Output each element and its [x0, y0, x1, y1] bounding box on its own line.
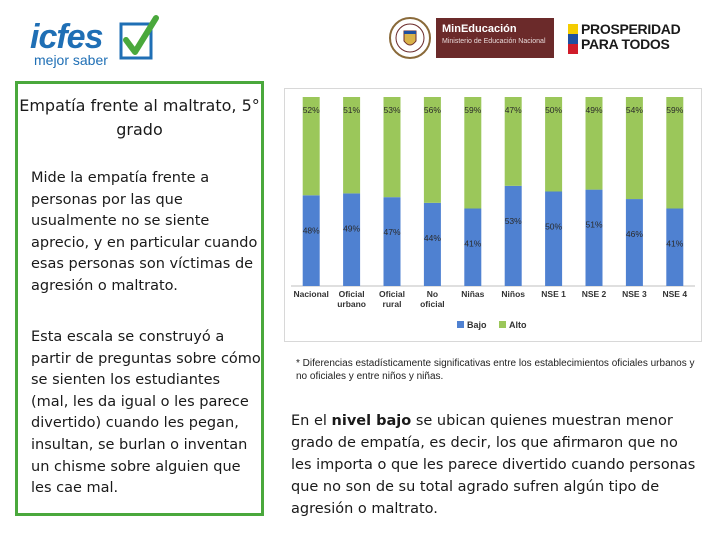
data-label: 56%: [424, 105, 441, 115]
category-tick-label: Niñas: [461, 289, 484, 299]
data-label: 41%: [464, 239, 481, 249]
data-label: 46%: [626, 229, 643, 239]
data-label: 51%: [585, 220, 602, 230]
significance-note: * Diferencias estadísticamente significa…: [296, 358, 695, 382]
bar-bajo: [302, 195, 320, 286]
panel-paragraph-definition: Mide la empatía frente a personas por la…: [31, 170, 258, 294]
bar-bajo: [383, 197, 401, 286]
coat-of-arms-icon: [389, 17, 431, 59]
checkmark-icon: [119, 15, 159, 60]
bar-bajo: [545, 191, 563, 286]
category-tick-label: NSE 3: [622, 289, 647, 299]
bar-alto: [585, 97, 603, 190]
interpretation-suffix: se ubican quienes muestran menor grado d…: [291, 413, 696, 517]
prosperidad-line2: PARA TODOS: [581, 36, 670, 52]
icfes-tagline: mejor saber: [34, 52, 108, 68]
category-tick-label: NSE 1: [541, 289, 566, 299]
ministry-title: MinEducación: [442, 23, 517, 35]
data-label: 52%: [303, 105, 320, 115]
icfes-logo: icfes mejor saber: [30, 15, 160, 68]
interpretation-text: En el nivel bajo se ubican quienes muest…: [291, 410, 701, 520]
data-label: 44%: [424, 233, 441, 243]
stacked-bar-chart: 48% 52% Nacional 49% 51% Oficial urbano 47% 53% O…: [284, 88, 702, 342]
icfes-wordmark: icfes: [30, 18, 103, 56]
legend-swatch-alto: [499, 321, 506, 328]
bar-bajo: [464, 208, 482, 286]
bar-alto: [302, 97, 320, 196]
legend-swatch-bajo: [457, 321, 464, 328]
bar-alto: [625, 97, 643, 200]
data-label: 47%: [505, 105, 522, 115]
bar-bajo: [423, 202, 441, 286]
data-label: 59%: [464, 105, 481, 115]
bar-alto: [423, 97, 441, 203]
bar-bajo: [625, 199, 643, 286]
category-tick-label: Oficial urbano: [337, 289, 366, 309]
category-tick-label: Niños: [501, 289, 525, 299]
data-label: 48%: [303, 225, 320, 235]
bar-alto: [545, 97, 563, 192]
description-panel: Empatía frente al maltrato, 5° grado Mid…: [15, 81, 264, 516]
prosperidad-line1: PROSPERIDAD: [581, 21, 681, 37]
data-label: 49%: [585, 105, 602, 115]
data-label: 41%: [666, 239, 683, 249]
data-label: 50%: [545, 222, 562, 232]
legend-label-bajo: Bajo: [467, 320, 487, 330]
data-label: 59%: [666, 105, 683, 115]
data-label: 53%: [383, 105, 400, 115]
data-label: 53%: [505, 216, 522, 226]
ministry-subtitle: Ministerio de Educación Nacional: [442, 38, 546, 45]
panel-paragraph-construction: Esta escala se construyó a partir de pre…: [31, 329, 261, 497]
prosperidad-logo: PROSPERIDAD PARA TODOS: [568, 22, 692, 56]
legend-label-alto: Alto: [509, 320, 527, 330]
panel-title: Empatía frente al maltrato, 5° grado: [19, 96, 260, 139]
category-tick-label: Nacional: [293, 289, 328, 299]
category-tick-label: Oficial rural: [379, 289, 405, 309]
data-label: 49%: [343, 223, 360, 233]
bar-alto: [383, 97, 401, 198]
data-label: 54%: [626, 105, 643, 115]
interpretation-prefix: En el: [291, 413, 332, 429]
data-label: 51%: [343, 105, 360, 115]
bar-alto: [343, 97, 361, 194]
prosperidad-text: PROSPERIDAD PARA TODOS: [581, 21, 681, 52]
ministry-logo: MinEducación Ministerio de Educación Nac…: [388, 16, 554, 60]
category-tick-label: NSE 2: [582, 289, 607, 299]
bar-alto: [504, 97, 522, 186]
bar-alto: [464, 97, 482, 209]
interpretation-bold: nivel bajo: [331, 413, 412, 429]
chart-canvas: 48% 52% Nacional 49% 51% Oficial urbano 47% 53% O…: [291, 97, 695, 330]
category-tick-label: No oficial: [420, 289, 445, 309]
data-label: 47%: [383, 227, 400, 237]
bar-bajo: [666, 208, 684, 286]
bar-bajo: [585, 189, 603, 286]
data-label: 50%: [545, 105, 562, 115]
category-tick-label: NSE 4: [663, 289, 688, 299]
bar-alto: [666, 97, 684, 209]
flag-icon: [568, 24, 578, 54]
ministry-banner: MinEducación Ministerio de Educación Nac…: [436, 18, 554, 58]
bar-bajo: [343, 193, 361, 286]
bar-bajo: [504, 185, 522, 286]
